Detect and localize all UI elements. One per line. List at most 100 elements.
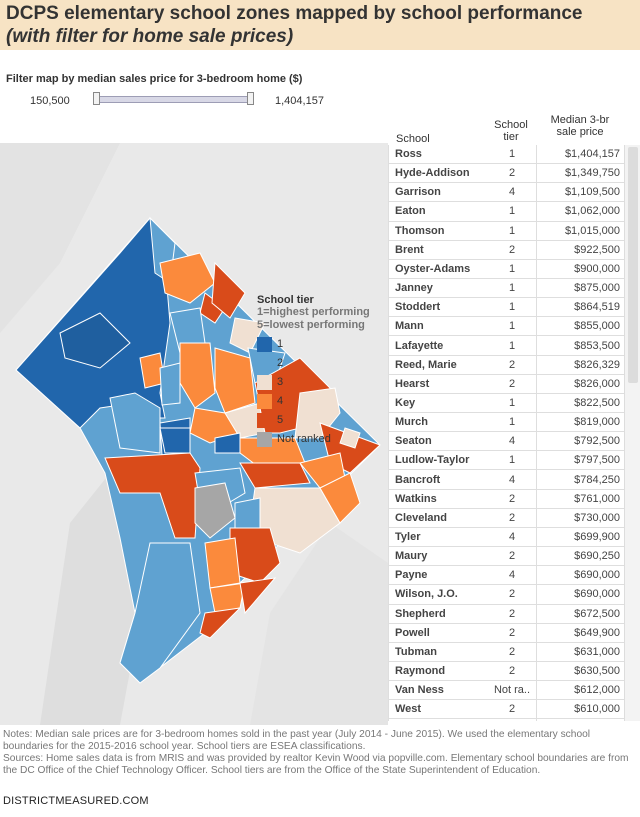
table-row[interactable]: West 2 $610,000 [388,700,624,720]
sale-price-cell: $1,015,000 [564,224,620,237]
legend-swatch [257,375,272,390]
legend-item-label: 5 [277,414,284,426]
table-row[interactable]: Hearst 2 $826,000 [388,375,624,394]
site-footer[interactable]: DISTRICTMEASURED.COM [3,795,149,807]
legend-item-not-ranked[interactable]: Not ranked [257,430,370,449]
page-title: DCPS elementary school zones mapped by s… [6,3,583,24]
school-tier-cell: 1 [508,339,516,352]
table-row[interactable]: Powell 2 $649,900 [388,624,624,643]
school-name-cell: Shepherd [395,607,446,620]
scrollbar-thumb[interactable] [628,147,638,383]
table-row[interactable]: Cleveland 2 $730,000 [388,509,624,528]
legend-item-tier-4[interactable]: 4 [257,392,370,411]
page-subtitle: (with filter for home sale prices) [6,26,294,47]
slider-min-handle[interactable] [93,92,100,105]
table-row[interactable]: Ludlow-Taylor 1 $797,500 [388,451,624,471]
table-scrollbar[interactable] [624,145,640,721]
school-tier-cell: 2 [508,665,516,678]
sale-price-cell: $826,000 [574,377,620,390]
table-row[interactable]: Watkins 2 $761,000 [388,490,624,509]
table-row[interactable]: Thomson 1 $1,015,000 [388,222,624,241]
school-tier-cell: 4 [508,435,516,448]
map-svg[interactable] [0,143,388,725]
sale-price-cell: $690,000 [574,569,620,582]
school-name-cell: Ludlow-Taylor [395,454,470,467]
school-tier-cell: 1 [508,416,516,429]
table-row[interactable]: Ross 1 $1,404,157 [388,145,624,165]
school-name-cell: Wilson, J.O. [395,588,458,601]
table-row[interactable]: Stoddert 1 $864,519 [388,298,624,318]
school-name-cell: Maury [395,550,428,563]
table-row[interactable]: Payne 4 $690,000 [388,566,624,586]
school-name-cell: Tyler [395,531,421,543]
table-row[interactable]: Hyde-Addison 2 $1,349,750 [388,164,624,184]
school-tier-cell: 2 [508,243,516,256]
table-row[interactable]: Key 1 $822,500 [388,394,624,414]
table-row[interactable]: Tubman 2 $631,000 [388,643,624,662]
table-row[interactable]: Garrison 4 $1,109,500 [388,183,624,203]
school-name-cell: Oyster-Adams [395,262,471,275]
school-name-cell: Garrison [395,186,441,199]
table-row[interactable]: Reed, Marie 2 $826,329 [388,356,624,375]
school-name-cell: Cleveland [395,511,447,524]
legend-item-label: 1 [277,338,284,350]
school-tier-cell: 1 [508,454,516,467]
notes-line-1: Notes: Median sale prices are for 3-bedr… [3,729,591,752]
zone-not-ranked [194,482,236,539]
sale-price-cell: $610,000 [574,703,620,716]
table-row[interactable]: Lafayette 1 $853,500 [388,337,624,356]
legend-item-label: 3 [277,376,284,388]
table-row[interactable]: Wilson, J.O. 2 $690,000 [388,585,624,605]
table-row[interactable]: Brent 2 $922,500 [388,241,624,260]
school-tier-cell: 2 [508,358,516,371]
table-row[interactable]: Eaton 1 $1,062,000 [388,202,624,222]
sale-price-cell: $730,000 [574,511,620,524]
school-name-cell: Van Ness [395,684,444,697]
slider-max-handle[interactable] [247,92,254,105]
table-row[interactable]: Raymond 2 $630,500 [388,662,624,682]
price-filter-label: Filter map by median sales price for 3-b… [6,73,303,85]
school-name-cell: Raymond [395,665,446,678]
legend-item-tier-3[interactable]: 3 [257,373,370,392]
school-name-cell: Hyde-Addison [395,167,470,180]
legend-item-tier-5[interactable]: 5 [257,411,370,430]
table-row[interactable]: Van Ness Not ra.. $612,000 [388,681,624,701]
title-band: DCPS elementary school zones mapped by s… [0,0,640,50]
school-tier-cell: 1 [508,301,516,314]
column-header-tier-line1: School [494,119,528,131]
school-name-cell: Murch [395,416,428,429]
table-row[interactable]: Shepherd 2 $672,500 [388,605,624,624]
legend-item-tier-2[interactable]: 2 [257,354,370,373]
school-name-cell: Stoddert [395,301,441,314]
table-row[interactable]: Seaton 4 $792,500 [388,432,624,452]
school-name-cell: Eaton [395,205,426,218]
column-header-school[interactable]: School [396,133,430,145]
school-name-cell: Hearst [395,377,430,390]
school-name-cell: Seaton [395,435,432,448]
school-zone-map[interactable]: School tier 1=highest performing 5=lowes… [0,143,388,725]
table-row[interactable]: Janney 1 $875,000 [388,279,624,299]
table-row[interactable]: Oyster-Adams 1 $900,000 [388,260,624,279]
table-row[interactable]: Mann 1 $855,000 [388,317,624,337]
school-name-cell: Thomson [395,224,445,237]
table-row[interactable]: Tyler 4 $699,900 [388,528,624,548]
school-name-cell: Tubman [395,645,437,658]
school-price-table[interactable]: Ross 1 $1,404,157 Hyde-Addison 2 $1,349,750 Ga… [388,145,624,721]
legend-subtitle-1: 1=highest performing [257,306,370,318]
sale-price-cell: $784,250 [574,473,620,486]
table-row[interactable]: Bancroft 4 $784,250 [388,471,624,490]
school-name-cell: Brent [395,243,424,256]
school-name-cell: Payne [395,569,428,582]
school-tier-cell: 2 [508,167,516,180]
price-range-slider[interactable] [95,96,253,103]
notes: Notes: Median sale prices are for 3-bedr… [3,729,639,777]
legend-swatch [257,413,272,428]
column-header-tier[interactable]: School tier [488,119,534,143]
table-row[interactable]: Maury 2 $690,250 [388,547,624,567]
legend-item-tier-1[interactable]: 1 [257,335,370,354]
price-filter-max: 1,404,157 [275,95,324,107]
table-row[interactable]: Murch 1 $819,000 [388,413,624,433]
legend-swatch [257,394,272,409]
column-header-price[interactable]: Median 3-br sale price [540,114,620,138]
school-tier-cell: 1 [508,282,516,295]
